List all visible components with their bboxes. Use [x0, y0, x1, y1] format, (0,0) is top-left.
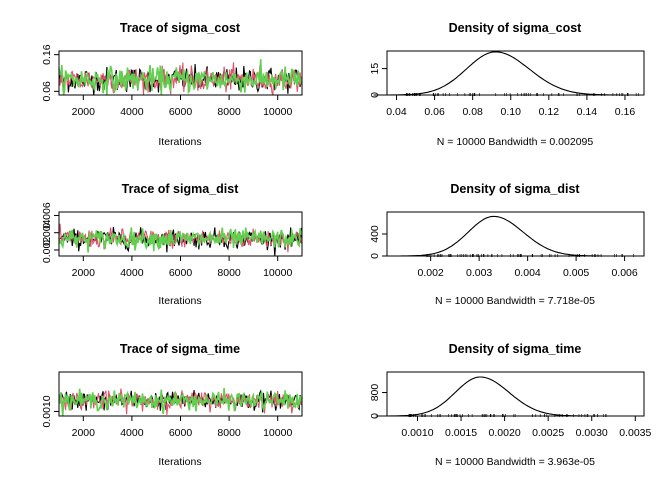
y-tick-label: 0 — [369, 253, 381, 259]
trace-lines — [58, 387, 303, 417]
y-tick-label: 0.004 — [41, 219, 53, 245]
x-axis-label: Iterations — [158, 295, 201, 307]
x-tick-label: 4000 — [120, 267, 144, 279]
density-plot-sigma-time: Density of sigma_time 0.0010 0.0015 0.0020… — [369, 342, 652, 468]
trace-plot-sigma-cost: Trace of sigma_cost 2000 4000 6000 8000 1000… — [41, 21, 303, 148]
x-tick-label: 0.005 — [563, 267, 589, 279]
y-axis: 0.0010 — [41, 395, 59, 428]
x-tick-label: 0.003 — [466, 267, 492, 279]
x-tick-label: 0.04 — [386, 106, 407, 118]
x-axis: 2000 4000 6000 8000 10000 — [72, 416, 292, 439]
x-axis-label: Iterations — [158, 456, 201, 468]
y-tick-label: 0.002 — [41, 237, 53, 263]
trace-lines — [58, 223, 303, 257]
x-tick-label: 0.006 — [611, 267, 637, 279]
x-axis: 0.002 0.003 0.004 0.005 0.006 — [418, 256, 638, 279]
y-axis: 0 800 — [369, 384, 387, 419]
density-curve — [387, 215, 642, 257]
x-tick-label: 0.0020 — [489, 427, 521, 439]
y-tick-label: 0.06 — [41, 81, 53, 102]
trace-title: Trace of sigma_cost — [120, 21, 241, 35]
x-tick-label: 4000 — [120, 427, 144, 439]
density-subtitle: N = 10000 Bandwidth = 3.963e-05 — [435, 456, 595, 468]
x-tick-label: 0.06 — [424, 106, 445, 118]
y-tick-label: 0.16 — [41, 44, 53, 65]
x-tick-label: 4000 — [120, 106, 144, 118]
x-tick-label: 0.08 — [462, 106, 483, 118]
x-axis: 2000 4000 6000 8000 10000 — [72, 256, 292, 279]
y-tick-label: 0 — [369, 92, 381, 98]
plot-box — [386, 211, 645, 257]
x-tick-label: 0.14 — [577, 106, 598, 118]
x-axis-label: Iterations — [158, 136, 201, 148]
density-title: Density of sigma_time — [449, 342, 582, 356]
density-curve — [375, 376, 642, 417]
plot-box — [58, 371, 303, 417]
y-tick-label: 0 — [369, 413, 381, 419]
plot-box — [386, 50, 645, 96]
density-line — [387, 215, 614, 257]
x-tick-label: 0.0035 — [619, 427, 651, 439]
density-plot-sigma-cost: Density of sigma_cost 0.04 0.06 0.08 0.10 0.… — [369, 21, 645, 148]
trace-plot-sigma-time: Trace of sigma_time 2000 4000 6000 8000 1000… — [41, 342, 303, 468]
x-axis: 0.04 0.06 0.08 0.10 0.12 0.14 0.16 — [386, 95, 635, 118]
x-tick-label: 0.10 — [501, 106, 522, 118]
trace-title: Trace of sigma_dist — [122, 182, 240, 196]
x-tick-label: 0.0025 — [532, 427, 564, 439]
x-tick-label: 10000 — [263, 106, 292, 118]
x-tick-label: 0.12 — [539, 106, 560, 118]
x-tick-label: 0.002 — [418, 267, 444, 279]
x-tick-label: 0.16 — [615, 106, 636, 118]
trace-lines — [58, 59, 303, 96]
density-line — [375, 376, 598, 417]
x-tick-label: 10000 — [263, 267, 292, 279]
x-tick-label: 8000 — [217, 106, 241, 118]
y-tick-label: 0.0010 — [41, 395, 53, 427]
trace-plot-sigma-dist: Trace of sigma_dist 2000 4000 6000 8000 1000… — [41, 182, 303, 307]
plot-box — [386, 371, 645, 417]
y-tick-label: 15 — [369, 63, 381, 75]
x-tick-label: 2000 — [72, 106, 96, 118]
trace-series-2 — [58, 227, 303, 253]
density-plot-sigma-dist: Density of sigma_dist 0.002 0.003 0.004 0.0… — [369, 182, 645, 307]
y-tick-label: 400 — [369, 225, 381, 243]
x-tick-label: 6000 — [169, 106, 193, 118]
x-tick-label: 10000 — [263, 427, 292, 439]
x-axis: 2000 4000 6000 8000 10000 — [72, 95, 292, 118]
y-tick-label: 0.006 — [41, 202, 53, 228]
x-tick-label: 0.0010 — [401, 427, 433, 439]
x-tick-label: 0.004 — [514, 267, 540, 279]
x-tick-label: 8000 — [217, 427, 241, 439]
density-title: Density of sigma_dist — [450, 182, 580, 196]
y-tick-label: 800 — [369, 384, 381, 402]
x-tick-label: 0.0030 — [576, 427, 608, 439]
x-tick-label: 6000 — [169, 427, 193, 439]
x-tick-label: 2000 — [72, 427, 96, 439]
trace-title: Trace of sigma_time — [120, 342, 240, 356]
y-axis: 0 15 — [369, 63, 387, 98]
x-tick-label: 2000 — [72, 267, 96, 279]
y-axis: 0.06 0.16 — [41, 44, 59, 102]
x-tick-label: 0.0015 — [445, 427, 477, 439]
y-axis: 0 400 — [369, 225, 387, 259]
density-line — [373, 51, 633, 96]
trace-series-2 — [58, 387, 303, 417]
trace-series-2 — [58, 59, 303, 96]
density-subtitle: N = 10000 Bandwidth = 7.718e-05 — [435, 295, 595, 307]
density-subtitle: N = 10000 Bandwidth = 0.002095 — [437, 136, 594, 148]
density-curve — [373, 51, 642, 96]
x-axis: 0.0010 0.0015 0.0020 0.0025 0.0030 0.0035 — [401, 416, 652, 439]
x-tick-label: 6000 — [169, 267, 193, 279]
density-title: Density of sigma_cost — [449, 21, 583, 35]
x-tick-label: 8000 — [217, 267, 241, 279]
